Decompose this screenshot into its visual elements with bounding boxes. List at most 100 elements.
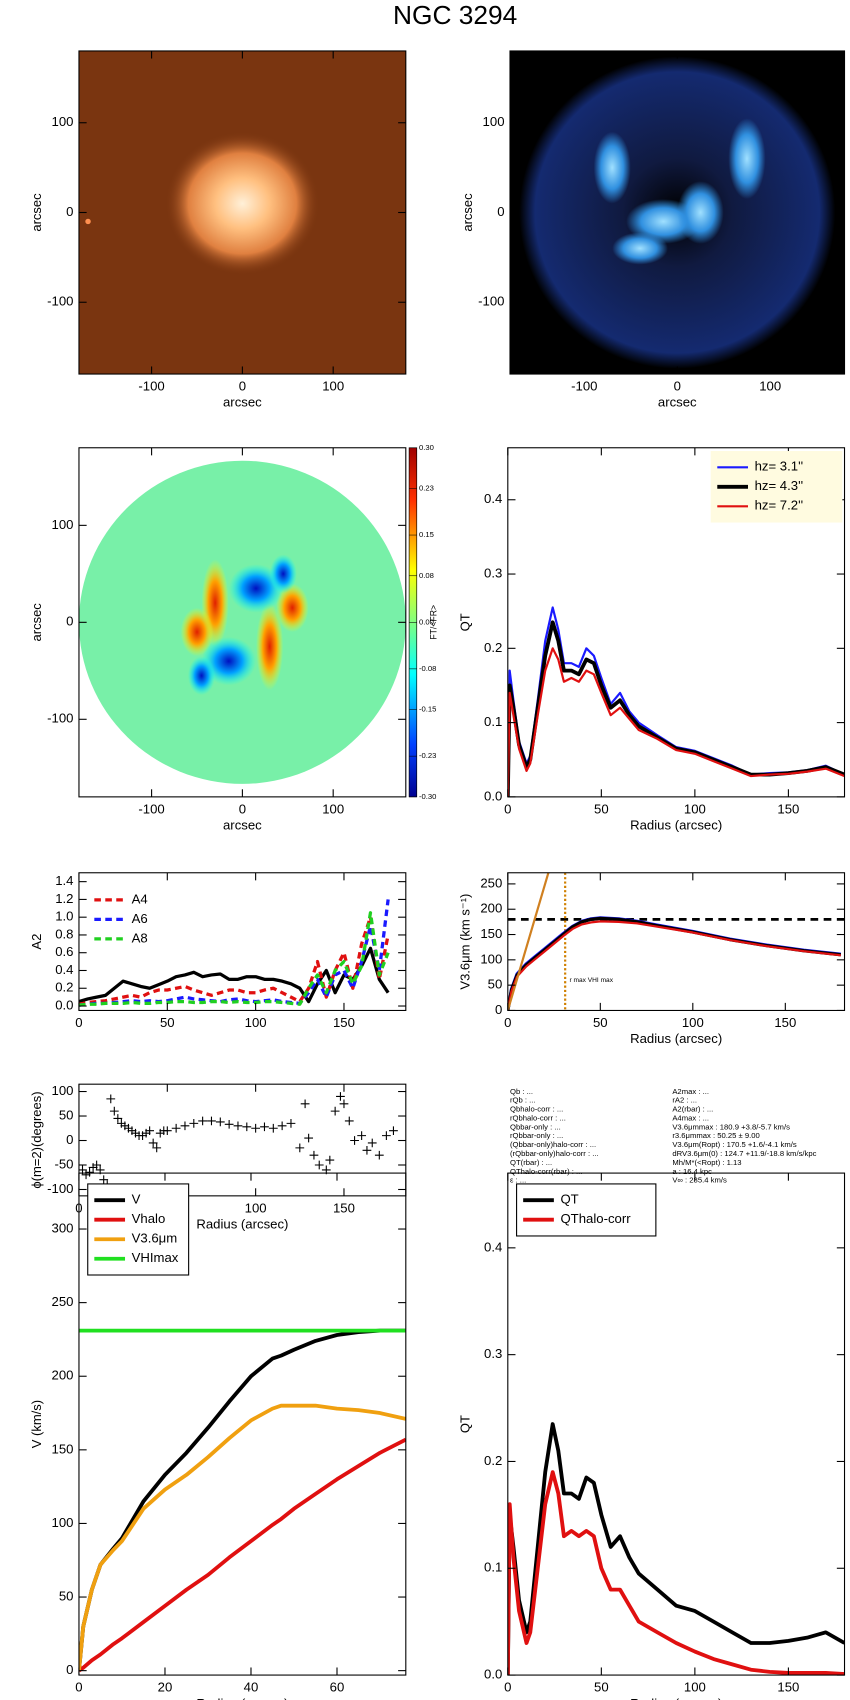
scatter-point (215, 1117, 225, 1127)
y-tick-label: -100 (47, 711, 73, 726)
scatter-point (198, 1116, 208, 1126)
galaxy (165, 131, 320, 276)
parameter: rQbbar-only : ... (510, 1131, 563, 1140)
force-feature (228, 564, 284, 613)
scatter-point (92, 1160, 102, 1170)
y-tick-label: 50 (488, 977, 503, 992)
x-tick-label: 0 (239, 379, 246, 394)
y-tick-label: 0.3 (484, 1346, 502, 1361)
scatter-point (162, 1126, 172, 1136)
axes-frame (78, 872, 407, 1012)
series-line (507, 916, 842, 1011)
parameter: rQbhalo-corr : ... (510, 1113, 566, 1122)
scatter-point (106, 1094, 116, 1104)
arm-feature (677, 181, 724, 244)
legend: hz= 3.1'' hz= 4.3'' hz= 7.2'' (710, 451, 843, 523)
scatter-point (304, 1133, 314, 1143)
x-axis-label: arcsec (658, 395, 697, 410)
x-tick-label: 150 (774, 1015, 796, 1030)
x-tick-label: 0 (504, 1015, 511, 1030)
y-tick-label: 300 (52, 1221, 74, 1236)
series-line (78, 915, 390, 1006)
y-tick-label: 1.0 (55, 909, 73, 924)
scatter-point (268, 1123, 278, 1133)
x-tick-label: 100 (322, 379, 344, 394)
x-tick-label: 100 (684, 1680, 706, 1695)
scatter-point (251, 1123, 261, 1133)
plot-area (78, 899, 390, 1007)
y-tick-label: 200 (52, 1368, 74, 1383)
colorbar-tick-label: 0.08 (419, 571, 434, 580)
colorbar-tick-label: 0.00 (419, 617, 434, 626)
y-tick-label: 0 (497, 204, 504, 219)
y-tick-label: 0.4 (484, 491, 502, 506)
y-tick-label: 1.2 (55, 891, 73, 906)
legend-label: hz= 3.1'' (755, 459, 804, 474)
scatter-point (295, 1143, 305, 1153)
colorbar-tick-label: -0.30 (419, 792, 436, 801)
force-feature (180, 607, 214, 657)
x-axis-label: arcsec (223, 395, 262, 410)
y-tick-label: 0 (495, 1002, 502, 1017)
y-axis-label: arcsec (29, 603, 44, 642)
scatter-point (286, 1119, 296, 1128)
y-tick-label: 0.2 (55, 980, 73, 995)
parameter: Qbhalo-corr : ... (510, 1105, 563, 1114)
scatter-point (381, 1131, 391, 1140)
plot-area (507, 872, 845, 1011)
x-tick-label: 100 (759, 379, 781, 394)
series-line (507, 916, 842, 1011)
y-tick-label: 50 (59, 1108, 74, 1123)
scatter-point (260, 1122, 269, 1132)
y-tick-label: 0 (66, 614, 73, 629)
series-line (507, 1470, 845, 1676)
parameter: a : 16.4 kpc (672, 1167, 712, 1176)
legend-label: QT (560, 1192, 578, 1207)
force-feature (201, 636, 257, 686)
y-axis-label: arcsec (460, 193, 475, 232)
x-tick-label: 150 (777, 801, 799, 816)
x-tick-label: 150 (333, 1200, 355, 1215)
y-tick-label: 150 (52, 1441, 74, 1456)
x-axis-label: Radius (arcsec) (630, 1031, 722, 1046)
x-axis-label: Radius (arcsec) (196, 1217, 288, 1232)
scatter-point (189, 1119, 199, 1128)
y-tick-label: 0.1 (484, 1560, 502, 1575)
plot-area (78, 50, 406, 375)
plot-area (78, 1328, 406, 1673)
y-tick-label: 250 (52, 1294, 74, 1309)
y-tick-label: -100 (47, 1181, 73, 1196)
y-tick-label: 100 (52, 517, 74, 532)
plot-area (78, 447, 406, 797)
series-line (78, 899, 390, 1007)
x-tick-label: 50 (594, 801, 609, 816)
scatter-point (171, 1123, 181, 1133)
scatter-point (85, 1168, 94, 1177)
y-tick-label: 50 (59, 1589, 74, 1604)
y-tick-label: 0.0 (484, 788, 502, 803)
parameter: V3.6μm(Ropt) : 170.5 +1.6/-4.1 km/s (672, 1140, 797, 1149)
y-tick-label: 150 (480, 926, 502, 941)
legend-label: V3.6μm (132, 1231, 178, 1246)
x-tick-label: 0 (75, 1680, 82, 1695)
legend: A4 A6 A8 (94, 891, 148, 945)
parameter: V3.6μmmax : 180.9 +3.8/-5.7 km/s (672, 1122, 790, 1131)
y-tick-label: 0.0 (55, 998, 73, 1013)
scatter-point (109, 1106, 119, 1116)
y-tick-label: 0.3 (484, 566, 502, 581)
parameter: QThalo-corr(rbar) : ... (510, 1167, 582, 1176)
scatter-point (309, 1150, 319, 1160)
x-axis-label: Radius (arcsec) (196, 1696, 288, 1700)
y-axis-label: QT (458, 1415, 473, 1433)
scatter-point (180, 1121, 190, 1131)
series-line (78, 1403, 406, 1671)
legend-box (516, 1183, 657, 1237)
legend-label: A6 (132, 911, 148, 926)
colorbar-tick-label: -0.15 (419, 705, 436, 714)
x-axis-label: Radius (arcsec) (630, 1696, 722, 1700)
series-line (507, 1422, 845, 1676)
legend-label: hz= 7.2'' (755, 498, 804, 513)
x-tick-label: 0 (504, 801, 511, 816)
parameter: Mh/M*(<Ropt) : 1.13 (672, 1158, 741, 1167)
